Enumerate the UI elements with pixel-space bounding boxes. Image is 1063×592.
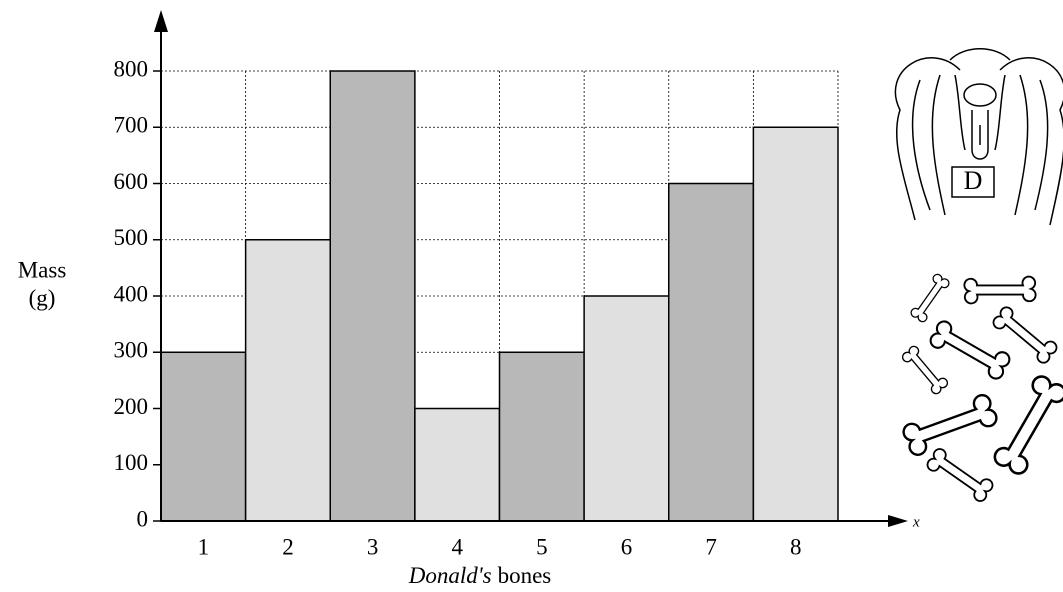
y-tick-label: 200 — [114, 394, 149, 419]
dog-ear — [999, 57, 1063, 226]
y-tick-label: 400 — [114, 281, 149, 306]
x-axis-arrow — [888, 515, 908, 527]
dog-ear — [894, 57, 961, 221]
bone — [923, 444, 997, 506]
y-tick-label: 600 — [114, 169, 149, 194]
x-tick-label: 7 — [705, 534, 717, 559]
x-axis-symbol: x — [912, 514, 920, 530]
bar — [329, 70, 416, 522]
x-tick-label: 6 — [621, 534, 633, 559]
y-tick-label: 300 — [114, 338, 149, 363]
bones-illustration — [899, 271, 1063, 506]
x-axis-label: Donald's bones — [408, 563, 552, 588]
bone — [899, 391, 1001, 459]
y-tick-label: 700 — [114, 113, 149, 138]
dog-face — [949, 48, 1011, 151]
bar — [160, 351, 247, 522]
bone — [963, 275, 1037, 305]
y-axis-arrow — [154, 10, 168, 32]
bone — [987, 371, 1063, 479]
x-tick-label: 8 — [790, 534, 802, 559]
bar — [668, 182, 755, 522]
dog-tag — [951, 166, 995, 198]
dog-illustration — [894, 48, 1063, 226]
bar — [498, 351, 585, 522]
bone — [907, 271, 953, 325]
bar — [752, 126, 839, 522]
y-tick-label: 0 — [137, 506, 149, 531]
bar — [414, 407, 501, 522]
x-tick-label: 2 — [282, 534, 294, 559]
bone — [899, 342, 951, 398]
dog-nose — [963, 83, 997, 107]
x-axis-label-part: Donald's — [408, 563, 492, 588]
y-tick-label: 500 — [114, 225, 149, 250]
dog-hair — [911, 74, 1049, 216]
x-tick-label: 5 — [536, 534, 548, 559]
dog-tag-label: D — [964, 166, 983, 195]
y-axis-label: (g) — [29, 285, 56, 310]
x-tick-label: 3 — [367, 534, 379, 559]
x-tick-label: 4 — [451, 534, 463, 559]
plot-area: 0 100 200 300 400 500 600 700 800 1 2 3 4 5 6 7 8 — [114, 10, 908, 559]
bar — [244, 239, 331, 522]
x-axis-label-part: bones — [498, 563, 552, 588]
y-tick-label: 800 — [114, 56, 149, 81]
bar — [583, 295, 670, 522]
x-tick-label: 1 — [198, 534, 210, 559]
y-axis-label: Mass — [18, 257, 67, 282]
dog-tongue — [971, 110, 989, 160]
y-tick-label: 100 — [114, 450, 149, 475]
